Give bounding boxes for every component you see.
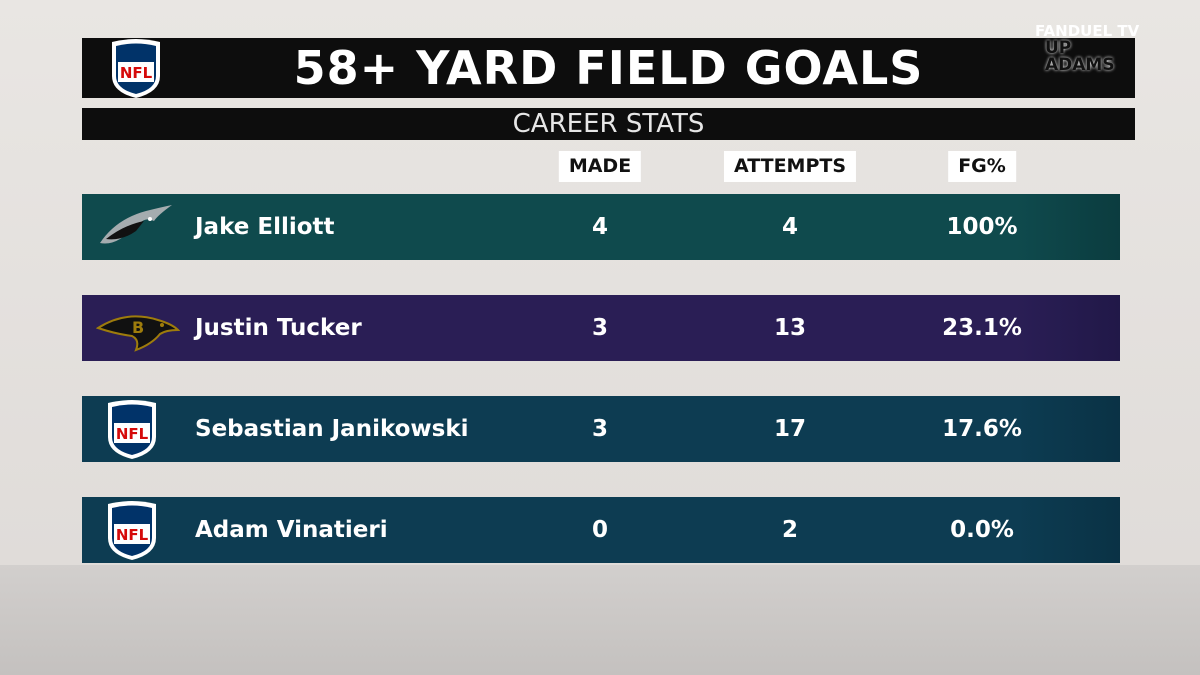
- player-name: Sebastian Janikowski: [195, 416, 469, 442]
- nfl-logo: NFL: [108, 400, 156, 459]
- title: 58+ YARD FIELD GOALS: [82, 38, 1135, 98]
- player-name: Jake Elliott: [195, 214, 335, 240]
- cell: 17: [773, 416, 807, 442]
- cell: 3: [591, 315, 609, 341]
- subtitle: CAREER STATS: [82, 108, 1135, 140]
- column-header: ATTEMPTS: [723, 151, 857, 182]
- show-line: ADAMS: [1045, 55, 1115, 75]
- floor: [0, 565, 1200, 675]
- cell: 3: [591, 416, 609, 442]
- eagles-logo: [100, 205, 172, 244]
- cell: 4: [591, 214, 609, 240]
- cell: 13: [773, 315, 807, 341]
- table-row: NFL Adam Vinatieri 0 2 0.0%: [82, 497, 1120, 563]
- nfl-text: NFL: [116, 425, 149, 443]
- ravens-logo: B: [96, 315, 180, 352]
- show-line: UP: [1045, 38, 1072, 58]
- cell: 2: [781, 517, 799, 543]
- svg-text:B: B: [132, 318, 144, 337]
- nfl-text: NFL: [120, 64, 153, 82]
- brand: FANDUEL TV UP ADAMS: [1015, 22, 1139, 74]
- cell: 0: [591, 517, 609, 543]
- column-header: FG%: [948, 151, 1016, 182]
- player-name: Adam Vinatieri: [195, 517, 388, 543]
- cell: 0.0%: [950, 517, 1014, 543]
- nfl-logo: NFL: [112, 39, 160, 98]
- table-row: Jake Elliott 4 4 100%: [82, 194, 1120, 260]
- column-header: MADE: [558, 151, 642, 182]
- cell: 23.1%: [942, 315, 1022, 341]
- nfl-text: NFL: [116, 526, 149, 544]
- table-row: NFL Sebastian Janikowski 3 17 17.6%: [82, 396, 1120, 462]
- cell: 4: [781, 214, 799, 240]
- cell: 100%: [946, 214, 1018, 240]
- nfl-logo: NFL: [108, 501, 156, 560]
- table-row: B Justin Tucker 3 13 23.1%: [82, 295, 1120, 361]
- player-name: Justin Tucker: [195, 315, 362, 341]
- cell: 17.6%: [942, 416, 1022, 442]
- network: FANDUEL TV: [1035, 22, 1140, 40]
